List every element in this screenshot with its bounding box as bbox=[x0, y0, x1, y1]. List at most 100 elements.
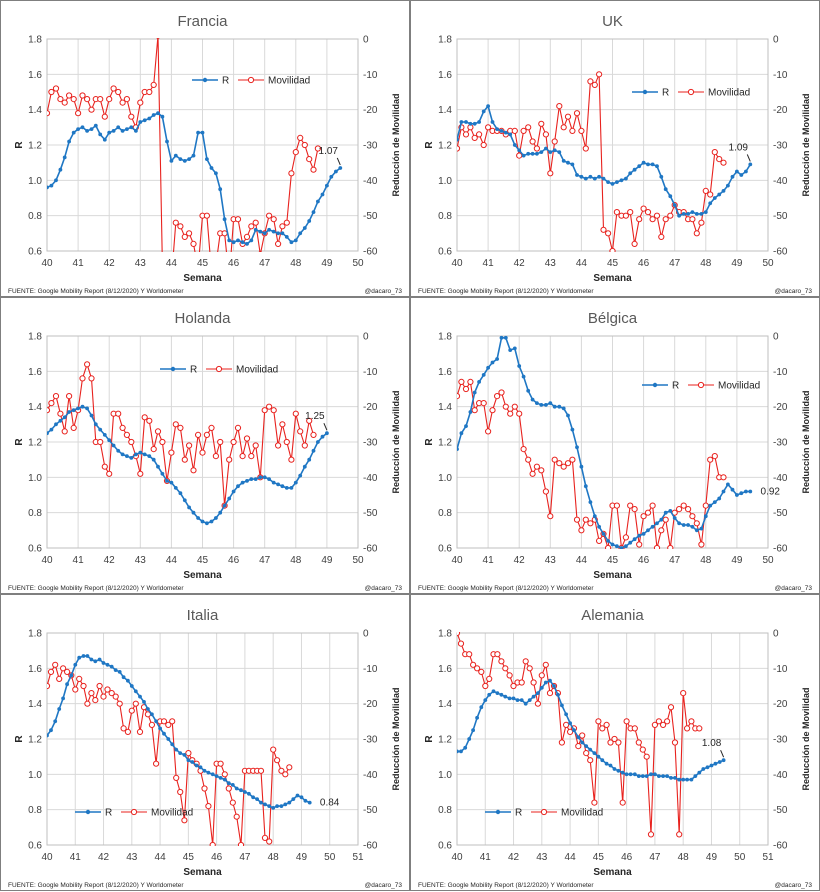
r-point bbox=[521, 374, 526, 379]
left-tick-label: 1.0 bbox=[28, 473, 42, 484]
r-point bbox=[236, 238, 240, 243]
movilidad-point bbox=[141, 414, 148, 421]
r-point bbox=[151, 457, 156, 462]
movilidad-point bbox=[662, 516, 669, 523]
movilidad-point bbox=[680, 690, 687, 697]
movilidad-point bbox=[671, 739, 679, 746]
r-point bbox=[663, 187, 668, 192]
r-point bbox=[624, 772, 629, 777]
movilidad-point bbox=[457, 632, 461, 637]
plot-area bbox=[46, 38, 359, 252]
movilidad-point bbox=[547, 513, 554, 520]
movilidad-point bbox=[502, 665, 509, 672]
movilidad-point bbox=[613, 502, 620, 509]
movilidad-point bbox=[150, 81, 157, 89]
last-value-label: 1.08 bbox=[702, 738, 722, 749]
movilidad-point bbox=[684, 725, 691, 732]
r-point bbox=[107, 130, 112, 135]
panel-uk: 0.6 0.8 1.0 1.2 1.4 1.6 1.8 -60 -50 -40 -30 -20 -10 0… bbox=[410, 0, 820, 297]
movilidad-point bbox=[76, 675, 83, 683]
x-tick-label: 50 bbox=[352, 258, 364, 269]
movilidad-point bbox=[190, 467, 197, 474]
movilidad-point bbox=[506, 672, 513, 679]
r-point bbox=[156, 464, 160, 469]
movilidad-point bbox=[274, 757, 281, 764]
r-point bbox=[487, 692, 492, 697]
author-credit: @dacaro_73 bbox=[775, 882, 813, 889]
r-point bbox=[258, 229, 263, 234]
movilidad-point bbox=[698, 541, 705, 548]
r-point bbox=[262, 475, 267, 480]
panel-frame bbox=[410, 0, 820, 297]
movilidad-point bbox=[631, 725, 638, 732]
r-point bbox=[641, 532, 646, 536]
movilidad-point bbox=[270, 746, 277, 753]
r-point bbox=[191, 510, 196, 515]
chart-title: Alemania bbox=[581, 607, 644, 624]
x-tick-label: 40 bbox=[41, 555, 53, 566]
r-point bbox=[338, 166, 343, 170]
left-tick-label: 1.2 bbox=[28, 438, 42, 449]
left-tick-label: 1.2 bbox=[28, 735, 42, 746]
r-point bbox=[583, 176, 588, 181]
movilidad-point bbox=[639, 746, 646, 753]
right-tick-label: -40 bbox=[363, 176, 378, 187]
r-point bbox=[126, 678, 130, 683]
right-tick-label: -30 bbox=[773, 141, 788, 152]
r-point bbox=[117, 670, 122, 674]
r-point bbox=[697, 770, 702, 775]
r-point bbox=[730, 174, 735, 179]
legend-movilidad-label: Movilidad bbox=[708, 88, 750, 99]
movilidad-point bbox=[689, 513, 696, 520]
movilidad-point bbox=[177, 223, 184, 230]
r-point bbox=[89, 413, 94, 418]
movilidad-point bbox=[525, 456, 532, 463]
movilidad-point bbox=[522, 658, 529, 665]
movilidad-point bbox=[466, 651, 473, 658]
left-tick-label: 1.2 bbox=[438, 735, 452, 746]
movilidad-point bbox=[156, 38, 160, 39]
x-tick-label: 44 bbox=[576, 555, 588, 566]
r-point bbox=[325, 183, 329, 188]
legend-r-label: R bbox=[105, 808, 112, 819]
movilidad-point bbox=[511, 127, 518, 134]
movilidad-point bbox=[177, 424, 184, 431]
r-point bbox=[93, 422, 98, 427]
movilidad-point bbox=[611, 735, 618, 743]
x-tick-label: 42 bbox=[514, 555, 526, 566]
r-point bbox=[464, 120, 468, 124]
r-point bbox=[138, 694, 142, 699]
left-tick-label: 1.0 bbox=[28, 770, 42, 781]
panel-frame bbox=[0, 594, 410, 891]
movilidad-point bbox=[181, 817, 188, 824]
movilidad-point bbox=[676, 831, 683, 838]
left-tick-label: 1.6 bbox=[28, 664, 42, 675]
movilidad-point bbox=[70, 96, 77, 103]
x-tick-label: 41 bbox=[73, 258, 85, 269]
r-point bbox=[77, 655, 82, 660]
r-point bbox=[539, 685, 544, 690]
r-point bbox=[298, 473, 303, 478]
r-point bbox=[218, 510, 223, 515]
movilidad-point bbox=[181, 456, 188, 463]
movilidad-point bbox=[227, 277, 232, 282]
right-tick-label: -20 bbox=[773, 699, 788, 710]
movilidad-point bbox=[582, 516, 589, 523]
r-point bbox=[739, 173, 744, 177]
movilidad-point bbox=[275, 240, 282, 247]
legend-r-marker bbox=[642, 89, 648, 95]
r-point bbox=[636, 774, 641, 778]
r-point bbox=[495, 357, 499, 361]
movilidad-point bbox=[208, 424, 215, 431]
r-point bbox=[231, 240, 236, 245]
r-point bbox=[160, 471, 165, 476]
movilidad-point bbox=[310, 431, 317, 438]
movilidad-point bbox=[128, 707, 135, 714]
r-point bbox=[209, 166, 214, 170]
r-point bbox=[457, 447, 459, 451]
r-point bbox=[570, 427, 575, 432]
r-point bbox=[58, 418, 63, 423]
movilidad-point bbox=[137, 99, 144, 106]
movilidad-point bbox=[660, 721, 667, 728]
x-tick-label: 42 bbox=[514, 258, 526, 269]
